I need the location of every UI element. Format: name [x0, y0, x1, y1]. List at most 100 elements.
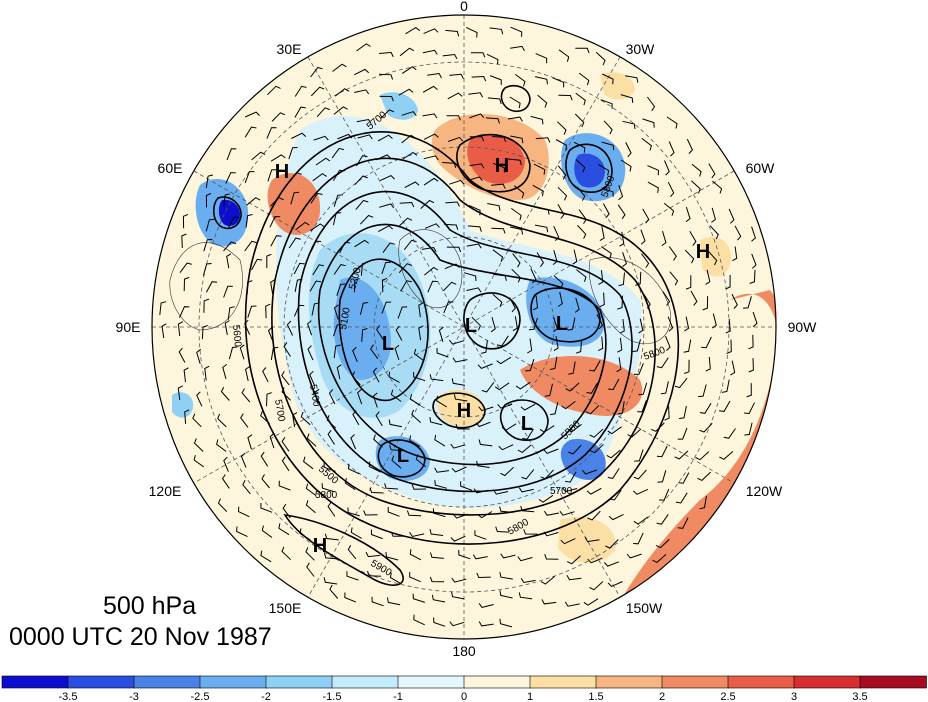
wind-barb [566, 555, 581, 565]
wind-barb [451, 466, 467, 473]
wind-barb [550, 402, 559, 416]
wind-barb [642, 118, 655, 128]
wind-barb [267, 85, 281, 96]
wind-barb [281, 456, 290, 472]
wind-barb [351, 371, 361, 386]
wind-barb [574, 297, 580, 313]
wind-barb [731, 293, 738, 309]
wind-barb [387, 507, 400, 517]
wind-barb [270, 346, 279, 361]
wind-barb [266, 253, 272, 269]
wind-barb [641, 138, 652, 151]
wind-barb [413, 614, 425, 626]
wind-barb [267, 326, 274, 342]
wind-barb [498, 444, 514, 451]
wind-barb [295, 221, 310, 231]
wind-barb [350, 527, 362, 539]
wind-barb [471, 75, 487, 82]
coastlines [169, 229, 671, 345]
wind-barb [270, 197, 284, 207]
wind-barb [567, 317, 576, 331]
colorbar-swatch [595, 675, 663, 689]
wind-barb [202, 263, 212, 276]
title-time: 0000 UTC 20 Nov 1987 [9, 623, 272, 651]
wind-barb [446, 115, 461, 121]
wind-barb [316, 107, 330, 118]
wind-barb [433, 617, 446, 627]
wind-barb [244, 126, 257, 138]
wind-barb [354, 278, 360, 293]
wind-barb [458, 549, 471, 560]
wind-barb [179, 306, 190, 318]
wind-barb [449, 621, 465, 627]
wind-barb [655, 539, 670, 549]
wind-barb [434, 434, 446, 447]
wind-barb [510, 135, 524, 144]
wind-barb [269, 215, 281, 228]
wind-barb [557, 121, 567, 135]
wind-barb [477, 363, 493, 369]
wind-barb [599, 226, 605, 242]
wind-barb [543, 531, 559, 537]
colorbar-tick-label: 3 [791, 691, 797, 702]
wind-barb [278, 523, 290, 536]
wind-barb [491, 183, 506, 189]
wind-barb [352, 346, 358, 362]
wind-barb [205, 218, 215, 232]
wind-barb [390, 389, 402, 402]
wind-barb [281, 546, 292, 561]
wind-barb [668, 141, 675, 157]
wind-barb [412, 593, 425, 603]
wind-barb [633, 488, 649, 495]
wind-barb [228, 346, 238, 360]
high-marker: H [457, 400, 471, 422]
wind-barb [203, 298, 210, 313]
wind-barb [575, 159, 586, 173]
wind-barb [278, 480, 291, 491]
wind-barb [201, 325, 208, 340]
wind-barb [566, 575, 582, 581]
wind-barb [450, 535, 466, 542]
wind-barb [347, 463, 360, 475]
lon-label-0: 0 [460, 0, 468, 14]
wind-barb [403, 239, 417, 251]
wind-barb [491, 227, 506, 234]
wind-barb [161, 323, 167, 339]
wind-barb [674, 377, 688, 389]
wind-barb [453, 394, 468, 402]
wind-barb [467, 176, 483, 182]
wind-barb [607, 426, 622, 435]
contour-high-center [432, 392, 486, 429]
wind-barb [281, 437, 290, 452]
wind-barb [355, 199, 369, 210]
wind-barb [578, 209, 587, 224]
wind-barb [500, 553, 516, 559]
wind-barb [656, 514, 669, 525]
wind-barb [652, 554, 667, 563]
wind-barb [347, 544, 357, 560]
colorbar-swatch [463, 675, 531, 689]
wind-barb [656, 445, 668, 458]
wind-barb [541, 599, 557, 605]
wind-barb [370, 344, 379, 359]
wind-barb [572, 249, 578, 265]
wind-barb [423, 133, 439, 140]
wind-barb [637, 400, 647, 413]
wind-barb [726, 339, 732, 354]
wind-barb [597, 336, 604, 352]
wind-barb [474, 530, 487, 540]
wind-barb [251, 151, 266, 161]
wind-barb [575, 92, 586, 106]
wind-barb [576, 269, 587, 282]
wind-barb [311, 302, 320, 316]
wind-barb [530, 115, 544, 125]
wind-barb [359, 302, 369, 315]
wind-barb [305, 500, 316, 514]
wind-barb [746, 383, 752, 398]
wind-barb [375, 411, 383, 427]
wind-barb [422, 49, 438, 55]
wind-barb [216, 439, 227, 452]
wind-barb [472, 554, 488, 560]
wind-barb [344, 592, 357, 603]
wind-barb [378, 73, 394, 80]
